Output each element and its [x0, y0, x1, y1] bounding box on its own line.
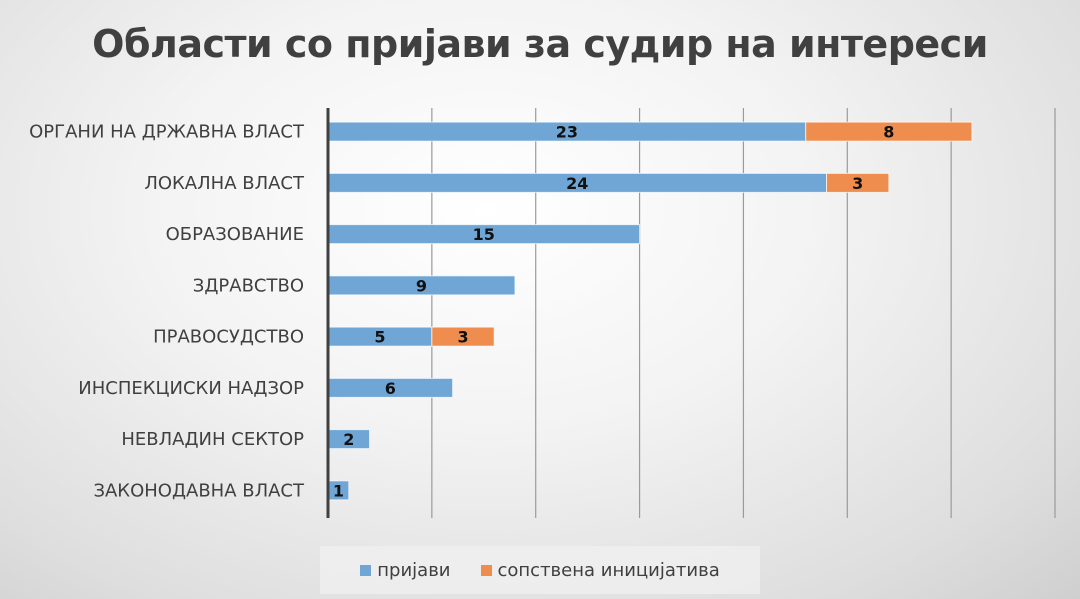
data-label: 1 — [333, 481, 344, 500]
legend-swatch-prijavi — [360, 564, 372, 576]
legend-label-sopstvena: сопствена иницијатива — [497, 559, 720, 581]
data-label: 2 — [343, 430, 354, 449]
bars: 23 8 24 3 15 9 5 3 6 2 1 — [327, 121, 973, 501]
category-labels: ОРГАНИ НА ДРЖАВНА ВЛАСТ ЛОКАЛНА ВЛАСТ ОБРА… — [29, 122, 305, 502]
category-label: ЗАКОНОДАВНА ВЛАСТ — [93, 480, 305, 501]
category-label: ОРГАНИ НА ДРЖАВНА ВЛАСТ — [29, 122, 305, 143]
legend-swatch-sopstvena — [480, 564, 492, 576]
data-label: 9 — [416, 276, 427, 295]
legend: пријави сопствена иницијатива — [320, 546, 760, 594]
bar-sopstvena — [805, 121, 973, 142]
data-label: 15 — [473, 225, 495, 244]
data-label: 3 — [852, 174, 863, 193]
data-label: 23 — [556, 123, 578, 142]
chart-title: Области со пријави за судир на интереси — [92, 22, 988, 66]
category-label: ПРАВОСУДСТВО — [153, 327, 304, 348]
legend-item-prijavi: пријави — [360, 559, 451, 581]
legend-item-sopstvena: сопствена иницијатива — [480, 559, 720, 581]
category-label: ЗДРАВСТВО — [193, 275, 304, 296]
gridlines — [431, 108, 1056, 518]
legend-label-prijavi: пријави — [377, 559, 451, 581]
category-label: НЕВЛАДИН СЕКТОР — [121, 429, 304, 450]
data-label: 24 — [566, 174, 588, 193]
bar-sopstvena — [431, 326, 495, 347]
category-label: ОБРАЗОВАНИЕ — [166, 224, 304, 245]
data-label: 8 — [883, 123, 894, 142]
data-label: 6 — [385, 379, 396, 398]
category-label: ЛОКАЛНА ВЛАСТ — [144, 173, 305, 194]
data-label: 3 — [457, 328, 468, 347]
data-label: 5 — [374, 328, 385, 347]
bar-sopstvena — [826, 172, 890, 193]
category-label: ИНСПЕКЦИСКИ НАДЗОР — [78, 378, 304, 399]
